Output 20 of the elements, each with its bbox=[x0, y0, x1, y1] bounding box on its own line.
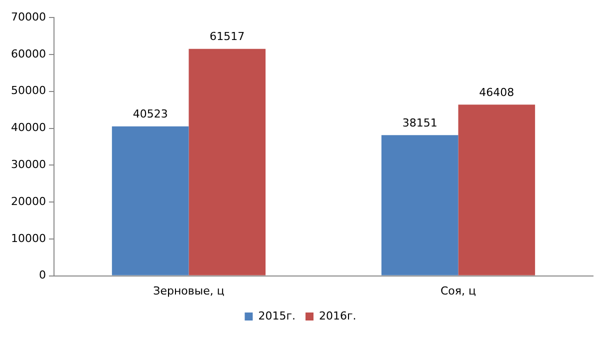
y-tick-label: 50000 bbox=[10, 84, 46, 98]
data-label: 46408 bbox=[479, 86, 514, 99]
data-label: 38151 bbox=[402, 116, 438, 130]
y-tick-label: 20000 bbox=[10, 194, 46, 208]
y-tick-label: 30000 bbox=[10, 158, 46, 171]
y-tick-label: 0 bbox=[38, 268, 46, 282]
x-tick-label: Зерновые, ц bbox=[153, 284, 224, 298]
bar bbox=[458, 104, 536, 276]
legend-label: 2015г. bbox=[258, 309, 296, 322]
bar bbox=[112, 126, 189, 276]
bar bbox=[188, 48, 266, 276]
legend-label: 2016г. bbox=[319, 309, 356, 322]
y-tick-label: 60000 bbox=[10, 47, 46, 60]
y-tick-label: 40000 bbox=[10, 121, 46, 134]
data-label: 61517 bbox=[210, 30, 245, 44]
y-tick-label: 70000 bbox=[10, 10, 46, 24]
bar bbox=[381, 135, 458, 276]
x-tick-label: Соя, ц bbox=[440, 284, 476, 298]
y-tick-label: 10000 bbox=[10, 232, 46, 245]
data-label: 40523 bbox=[132, 108, 168, 121]
